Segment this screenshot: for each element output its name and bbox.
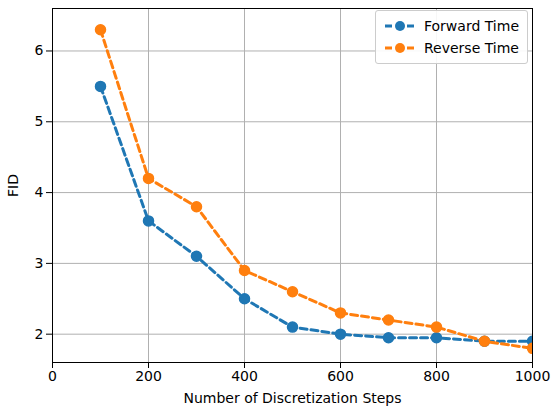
svg-text:400: 400: [231, 368, 258, 384]
html-text:Forward Time: Forward Time: [424, 18, 519, 34]
svg-text:5: 5: [35, 113, 44, 129]
svg-text:Number of Discretization Steps: Number of Discretization Steps: [183, 390, 401, 406]
svg-text:4: 4: [35, 184, 44, 200]
svg-text:3: 3: [35, 255, 44, 271]
svg-text:800: 800: [423, 368, 450, 384]
svg-text:2: 2: [35, 326, 44, 342]
svg-text:1000: 1000: [515, 368, 551, 384]
svg-text:0: 0: [48, 368, 57, 384]
svg-text:FID: FID: [5, 174, 21, 197]
svg-text:200: 200: [135, 368, 162, 384]
svg-text:6: 6: [35, 42, 44, 58]
svg-text:600: 600: [327, 368, 354, 384]
html-text:Reverse Time: Reverse Time: [424, 40, 519, 56]
